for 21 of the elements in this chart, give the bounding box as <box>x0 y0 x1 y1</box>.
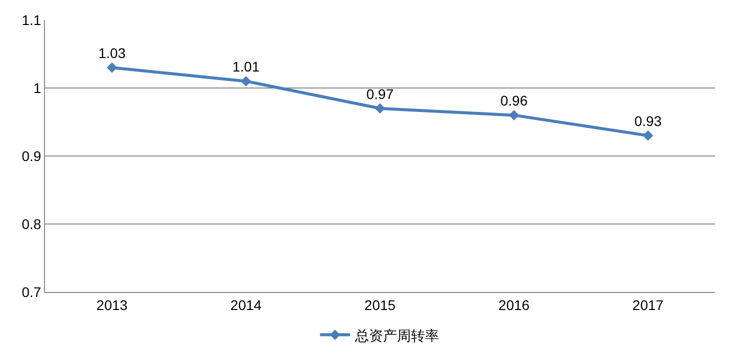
x-tick-label: 2016 <box>498 296 530 313</box>
data-label: 1.01 <box>232 58 260 75</box>
y-tick-label: 1 <box>33 80 42 96</box>
y-tick-label: 0.8 <box>22 216 42 232</box>
data-label: 0.97 <box>366 86 394 102</box>
legend-label: 总资产周转率 <box>354 327 439 344</box>
point <box>642 130 654 141</box>
y-tick-label: 0.7 <box>22 284 42 300</box>
point <box>508 110 520 120</box>
x-tick-label: 2013 <box>96 296 128 313</box>
data-label: 0.96 <box>500 92 528 109</box>
y-tick-label: 1.1 <box>22 12 42 28</box>
x-tick-label: 2015 <box>364 296 396 313</box>
point <box>374 103 386 114</box>
point <box>106 62 118 73</box>
x-tick-label: 2017 <box>632 296 664 313</box>
data-label: 1.03 <box>98 45 126 62</box>
point <box>240 76 252 86</box>
data-label: 0.93 <box>634 113 662 130</box>
x-tick-label: 2014 <box>230 296 262 313</box>
y-tick-label: 0.9 <box>22 148 42 164</box>
